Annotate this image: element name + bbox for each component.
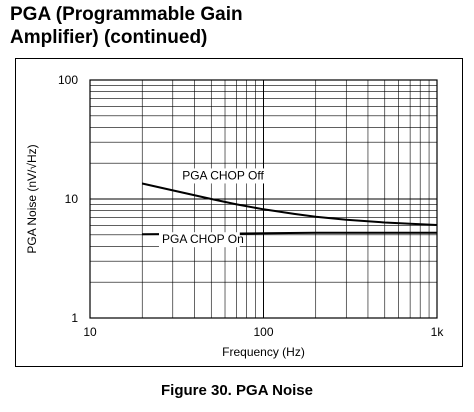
- series-label-chop-on-bg: [158, 232, 240, 248]
- series-label-chop-off-bg: [179, 168, 267, 184]
- page-heading-line-2: Amplifier) (continued): [10, 27, 208, 48]
- series-label-chop-on: PGA CHOP On: [162, 232, 244, 246]
- y-axis-label: PGA Noise (nV/√Hz): [25, 144, 39, 253]
- y-tick-label: 10: [65, 192, 79, 206]
- series-line-chop-off: [141, 182, 438, 226]
- x-tick-label: 1k: [431, 325, 445, 339]
- series-label-chop-off: PGA CHOP Off: [182, 168, 264, 182]
- page-heading: PGA (Programmable Gain Amplifier) (conti…: [10, 3, 310, 49]
- page-heading-line-1: PGA (Programmable Gain: [10, 4, 243, 25]
- y-tick-label: 100: [58, 73, 78, 87]
- figure-caption: Figure 30. PGA Noise: [161, 382, 313, 399]
- x-axis-label: Frequency (Hz): [222, 345, 305, 359]
- y-tick-label: 1: [71, 311, 78, 325]
- pga-noise-chart: 10 100 1k 1 10 100 Frequency (Hz) PGA Noise (nV…: [25, 73, 445, 359]
- x-tick-label: 10: [83, 325, 97, 339]
- plot-area-border: [89, 79, 438, 319]
- figure-frame: 10 100 1k 1 10 100 Frequency (Hz) PGA Noise (nV…: [15, 58, 463, 367]
- x-tick-label: 100: [253, 325, 273, 339]
